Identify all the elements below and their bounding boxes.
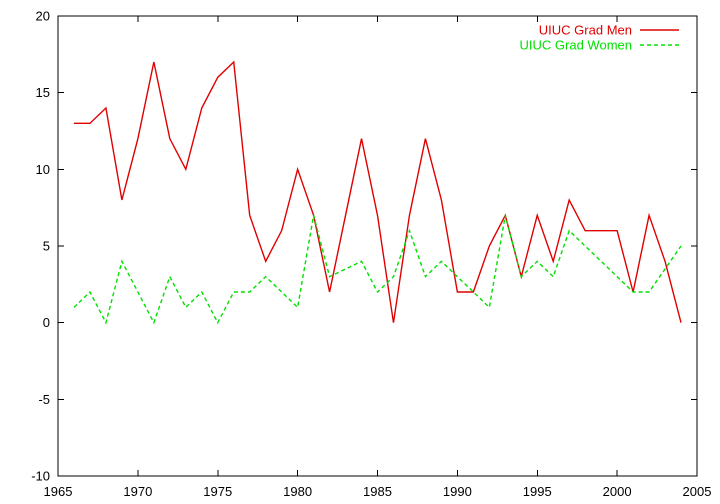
x-tick-label: 1975	[203, 484, 232, 499]
x-tick-label: 2005	[683, 484, 712, 499]
x-tick-label: 1985	[363, 484, 392, 499]
x-tick-label: 1995	[523, 484, 552, 499]
y-tick-label: 0	[43, 315, 50, 330]
y-tick-label: -5	[38, 392, 50, 407]
x-tick-label: 1970	[123, 484, 152, 499]
series-line-0	[73, 60, 682, 323]
axes: 1965 1970 1975 1980 1985 1990 1995 2000 2005-10-…	[31, 9, 711, 500]
y-tick-label: -10	[31, 469, 50, 484]
legend-label-1: UIUC Grad Women	[520, 38, 632, 53]
y-tick-label: 5	[43, 239, 50, 254]
y-tick-label: 10	[36, 162, 50, 177]
series-layer	[73, 60, 682, 325]
y-tick-label: 20	[36, 9, 50, 24]
x-tick-label: 2000	[603, 484, 632, 499]
x-tick-label: 1965	[44, 484, 73, 499]
x-tick-label: 1990	[443, 484, 472, 499]
x-tick-label: 1980	[283, 484, 312, 499]
legend-label-0: UIUC Grad Men	[539, 23, 632, 38]
y-tick-label: 15	[36, 85, 50, 100]
